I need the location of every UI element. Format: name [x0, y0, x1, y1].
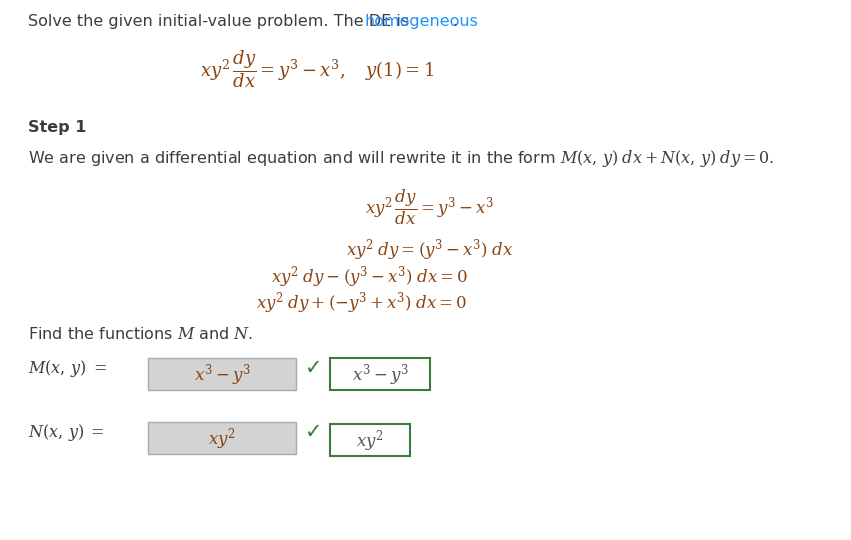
Text: ✓: ✓: [305, 358, 323, 378]
Text: $xy^2\;dy + (-y^3 + x^3)\;dx = 0$: $xy^2\;dy + (-y^3 + x^3)\;dx = 0$: [256, 290, 467, 316]
Text: .: .: [452, 14, 457, 29]
FancyBboxPatch shape: [148, 358, 296, 390]
Text: $xy^2\;dy = (y^3 - x^3)\;dx$: $xy^2\;dy = (y^3 - x^3)\;dx$: [346, 237, 514, 263]
FancyBboxPatch shape: [330, 424, 410, 456]
Text: $x^3 - y^3$: $x^3 - y^3$: [351, 362, 408, 388]
Text: $xy^2$: $xy^2$: [357, 428, 384, 454]
Text: homogeneous: homogeneous: [365, 14, 479, 29]
FancyBboxPatch shape: [330, 358, 430, 390]
FancyBboxPatch shape: [148, 422, 296, 454]
Text: Find the functions $M$ and $N$.: Find the functions $M$ and $N$.: [28, 326, 254, 342]
Text: $xy^2\,\dfrac{dy}{dx} = y^3 - x^3$: $xy^2\,\dfrac{dy}{dx} = y^3 - x^3$: [365, 188, 494, 227]
Text: ✓: ✓: [305, 422, 323, 442]
Text: $xy^2\;dy - (y^3 - x^3)\;dx = 0$: $xy^2\;dy - (y^3 - x^3)\;dx = 0$: [271, 264, 469, 290]
Text: $N(x,\,y)\;=$: $N(x,\,y)\;=$: [28, 422, 105, 443]
Text: Solve the given initial-value problem. The DE is: Solve the given initial-value problem. T…: [28, 14, 414, 29]
Text: We are given a differential equation and will rewrite it in the form $M(x,\,y)\;: We are given a differential equation and…: [28, 148, 774, 169]
Text: $M(x,\,y)\;=$: $M(x,\,y)\;=$: [28, 358, 107, 379]
Text: $xy^2$: $xy^2$: [208, 426, 236, 452]
Text: $x^3 - y^3$: $x^3 - y^3$: [193, 362, 250, 388]
Text: Step 1: Step 1: [28, 120, 86, 135]
Text: $xy^2\,\dfrac{dy}{dx} = y^3 - x^3,\quad y(1) = 1$: $xy^2\,\dfrac{dy}{dx} = y^3 - x^3,\quad …: [200, 48, 434, 90]
